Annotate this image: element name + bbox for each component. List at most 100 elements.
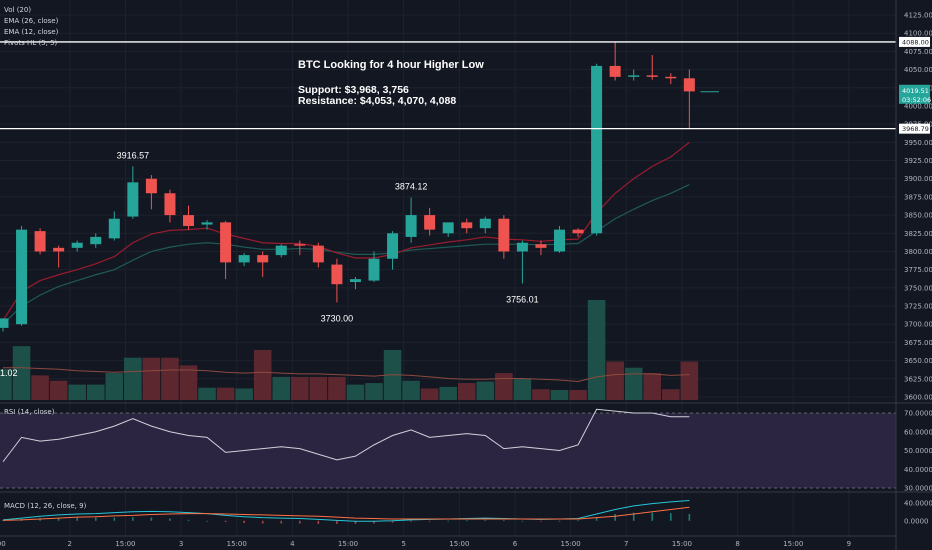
level-tag-0: 4088.00: [902, 38, 929, 46]
candle-body-28[interactable]: [516, 242, 528, 252]
candle-body-10[interactable]: [183, 215, 194, 227]
price-tick-2: 4075.00: [904, 48, 932, 56]
time-tick-13: 8: [735, 540, 739, 548]
candle-body-2[interactable]: [34, 231, 46, 252]
price-tag-bg: [899, 84, 930, 104]
candle-body-15[interactable]: [275, 245, 287, 256]
macd-hist-14: [261, 520, 264, 524]
volume-bar-37: [680, 361, 699, 400]
candle-body-32[interactable]: [591, 65, 603, 234]
volume-bar-26: [476, 381, 495, 400]
legend-volume[interactable]: Vol (20): [4, 6, 31, 14]
volume-bar-35: [643, 373, 662, 400]
pivot-label-3: 3756.01: [506, 294, 539, 304]
macd-signal-line[interactable]: [2, 506, 690, 521]
price-axis[interactable]: 4125.004100.004075.004050.004025.004000.…: [899, 12, 932, 526]
macd-hist-25: [465, 520, 468, 522]
candle-body-37[interactable]: [683, 78, 695, 92]
time-tick-11: 7: [624, 540, 628, 548]
macd-hist-19: [354, 520, 357, 524]
price-tick-15: 3750.00: [904, 284, 932, 292]
price-tag-value: 4019.51: [902, 87, 929, 95]
candle-body-20[interactable]: [368, 258, 380, 281]
macd-hist-6: [113, 517, 116, 521]
candle-body-36[interactable]: [665, 76, 677, 79]
legend-ema12[interactable]: EMA (12, close): [4, 28, 59, 36]
volume-bar-32: [587, 300, 606, 400]
candle-body-35[interactable]: [646, 75, 658, 77]
candle-body-26[interactable]: [479, 218, 491, 229]
candle-body-18[interactable]: [331, 264, 343, 285]
macd-hist-22: [410, 520, 412, 522]
candle-body-25[interactable]: [461, 222, 473, 229]
candle-body-5[interactable]: [90, 236, 102, 245]
annotation: BTC Looking for 4 hour Higher Low Suppor…: [298, 59, 484, 107]
macd-hist-13: [243, 520, 245, 524]
rsi-line[interactable]: [2, 408, 690, 463]
rsi-pane[interactable]: [0, 408, 896, 489]
volume-bar-34: [624, 367, 643, 400]
candle-body-3[interactable]: [53, 247, 65, 252]
macd-hist-5: [94, 517, 97, 521]
candle-body-22[interactable]: [405, 215, 417, 237]
candle-body-19[interactable]: [349, 279, 361, 283]
candle-body-13[interactable]: [238, 255, 250, 263]
candles[interactable]: [0, 41, 720, 332]
macd-tick-1: 0.0000: [904, 517, 929, 525]
candle-body-14[interactable]: [257, 255, 269, 263]
pivot-label-0: 3916.57: [117, 150, 150, 160]
candle-body-24[interactable]: [442, 222, 454, 234]
volume-bar-30: [550, 390, 569, 400]
candle-body-21[interactable]: [387, 233, 399, 259]
candle-body-4[interactable]: [71, 242, 83, 248]
candle-body-9[interactable]: [164, 193, 176, 216]
volume-bar-10: [179, 365, 198, 400]
level-tag-bg-1: [899, 123, 930, 134]
macd-legend[interactable]: MACD (12, 26, close, 9): [4, 502, 87, 510]
candle-body-17[interactable]: [312, 245, 324, 263]
candle-body-33[interactable]: [609, 65, 621, 77]
volume-bar-18: [328, 376, 346, 400]
candle-body-11[interactable]: [201, 222, 213, 225]
candle-body-34[interactable]: [628, 75, 640, 77]
candle-body-12[interactable]: [220, 222, 232, 263]
candle-body-0[interactable]: [0, 318, 9, 328]
volume-bar-2: [31, 375, 49, 400]
candle-body-1[interactable]: [16, 229, 28, 325]
price-tick-8: 3925.00: [904, 157, 932, 165]
price-tick-16: 3725.00: [904, 303, 932, 311]
time-tick-10: 15:00: [561, 540, 581, 548]
macd-hist-34: [632, 512, 635, 521]
time-tick-2: 15:00: [115, 540, 135, 548]
volume-bar-24: [439, 386, 457, 400]
candle-body-31[interactable]: [572, 229, 584, 234]
candle-body-8[interactable]: [145, 178, 157, 194]
time-tick-14: 15:00: [783, 540, 803, 548]
time-axis[interactable]: 15:00 2 15:00 3 15:00 4 15:00 5 15:00 6 15:00 7 15:0…: [0, 535, 896, 548]
legend-ema26[interactable]: EMA (26, close): [4, 17, 59, 25]
pivot-label-2: 3874.12: [395, 182, 428, 192]
macd-pane[interactable]: [2, 500, 691, 524]
macd-hist-7: [132, 517, 134, 521]
price-tick-10: 3875.00: [904, 193, 932, 201]
macd-hist-11: [206, 520, 208, 522]
time-tick-9: 6: [513, 540, 518, 548]
candle-body-27[interactable]: [498, 218, 510, 252]
candle-body-7[interactable]: [127, 182, 139, 217]
price-tick-14: 3775.00: [904, 266, 932, 274]
macd-hist-30: [558, 520, 561, 522]
candle-body-23[interactable]: [424, 215, 436, 230]
candle-body-30[interactable]: [554, 229, 565, 252]
macd-hist-17: [317, 520, 320, 524]
legend-pivots[interactable]: Pivots HL (5, 5): [4, 39, 58, 47]
macd-hist-28: [521, 520, 524, 522]
horizontal-levels[interactable]: [0, 41, 896, 130]
candle-body-16[interactable]: [294, 244, 306, 246]
rsi-legend[interactable]: RSI (14, close): [4, 408, 55, 416]
candle-body-29[interactable]: [535, 244, 547, 248]
candle-body-6[interactable]: [108, 218, 120, 239]
rsi-tick-2: 50.0000: [904, 447, 932, 455]
macd-hist-21: [391, 520, 394, 523]
ema12-line: [2, 141, 690, 321]
